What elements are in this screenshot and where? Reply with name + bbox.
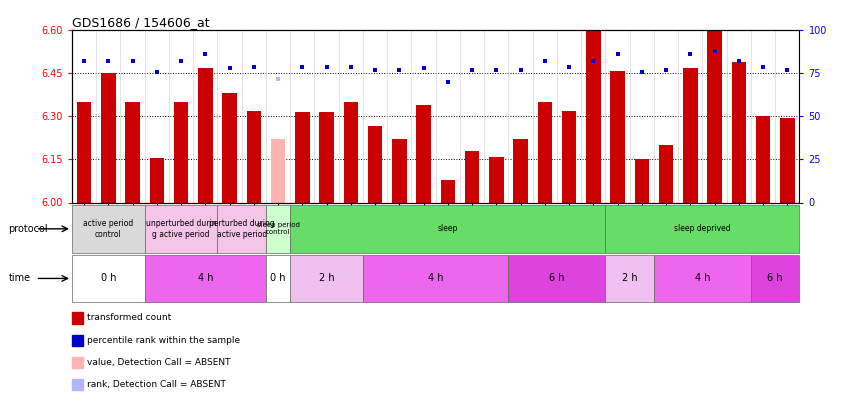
Bar <box>659 145 673 202</box>
Bar <box>173 102 189 202</box>
Bar <box>654 255 751 302</box>
Bar <box>464 151 480 202</box>
Bar <box>489 157 503 202</box>
Bar <box>72 205 145 253</box>
Bar <box>319 112 334 202</box>
Text: 4 h: 4 h <box>198 273 213 283</box>
Text: 4 h: 4 h <box>428 273 443 283</box>
Text: active period
control: active period control <box>83 219 134 239</box>
Bar <box>266 255 290 302</box>
Bar <box>606 205 799 253</box>
Bar <box>271 139 285 202</box>
Text: time: time <box>8 273 30 283</box>
Bar <box>392 139 407 202</box>
Text: sleep period
control: sleep period control <box>256 222 299 235</box>
Bar <box>416 105 431 202</box>
Bar <box>295 112 310 202</box>
Text: transformed count: transformed count <box>87 313 172 322</box>
Text: rank, Detection Call = ABSENT: rank, Detection Call = ABSENT <box>87 380 226 389</box>
Bar <box>246 111 261 202</box>
Text: GDS1686 / 154606_at: GDS1686 / 154606_at <box>72 16 210 29</box>
Bar <box>683 68 698 202</box>
Text: 2 h: 2 h <box>319 273 334 283</box>
Text: 6 h: 6 h <box>549 273 564 283</box>
Text: value, Detection Call = ABSENT: value, Detection Call = ABSENT <box>87 358 231 367</box>
Bar <box>290 205 606 253</box>
Text: perturbed during
active period: perturbed during active period <box>209 219 275 239</box>
Bar <box>72 255 145 302</box>
Bar <box>77 102 91 202</box>
Text: 2 h: 2 h <box>622 273 638 283</box>
Bar <box>537 102 552 202</box>
Bar <box>217 205 266 253</box>
Bar <box>125 102 140 202</box>
Text: 6 h: 6 h <box>767 273 783 283</box>
Bar <box>101 73 116 202</box>
Bar <box>751 255 799 302</box>
Bar <box>222 94 237 202</box>
Bar <box>755 117 771 202</box>
Text: 0 h: 0 h <box>101 273 116 283</box>
Text: 4 h: 4 h <box>695 273 710 283</box>
Bar <box>562 111 576 202</box>
Bar <box>363 255 508 302</box>
Bar <box>780 118 794 202</box>
Bar <box>441 179 455 202</box>
Bar <box>514 139 528 202</box>
Bar <box>606 255 654 302</box>
Bar <box>198 68 212 202</box>
Bar <box>586 30 601 202</box>
Bar <box>290 255 363 302</box>
Text: percentile rank within the sample: percentile rank within the sample <box>87 336 240 345</box>
Bar <box>145 205 217 253</box>
Bar <box>145 255 266 302</box>
Text: sleep: sleep <box>437 224 458 233</box>
Bar <box>343 102 358 202</box>
Bar <box>508 255 606 302</box>
Bar <box>368 126 382 202</box>
Bar <box>732 62 746 202</box>
Bar <box>266 205 290 253</box>
Text: protocol: protocol <box>8 224 48 234</box>
Bar <box>610 70 625 202</box>
Text: sleep deprived: sleep deprived <box>674 224 731 233</box>
Bar <box>150 158 164 202</box>
Text: 0 h: 0 h <box>271 273 286 283</box>
Text: unperturbed durin
g active period: unperturbed durin g active period <box>146 219 217 239</box>
Bar <box>707 10 722 202</box>
Bar <box>634 160 649 202</box>
